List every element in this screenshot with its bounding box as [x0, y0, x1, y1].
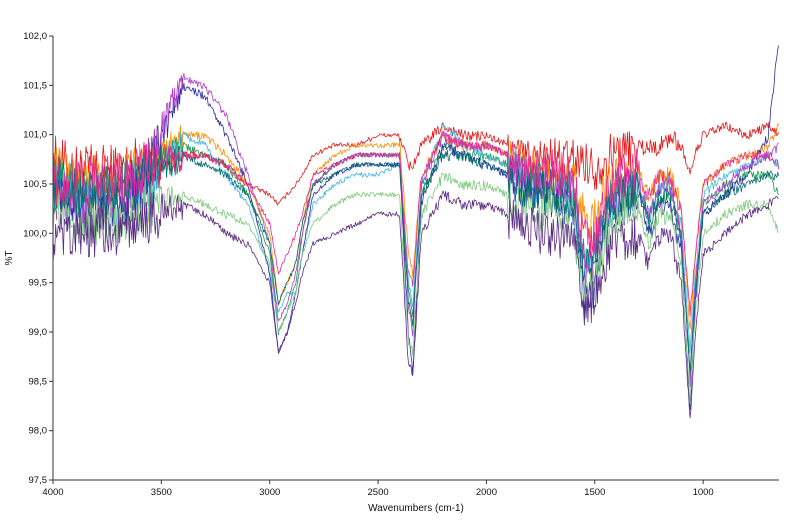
y-tick-label: 97,5 — [29, 475, 48, 486]
x-tick-label: 3000 — [259, 487, 280, 498]
x-tick-label: 3500 — [151, 487, 172, 498]
x-tick-label: 2500 — [368, 487, 389, 498]
x-tick-label: 2000 — [476, 487, 497, 498]
y-tick-label: 100,5 — [23, 179, 47, 190]
y-tick-label: 98,0 — [29, 426, 48, 437]
spectrum-series-line — [52, 132, 779, 317]
y-tick-label: 101,5 — [23, 80, 47, 91]
x-axis-label: Wavenumbers (cm-1) — [368, 503, 464, 514]
spectrum-series-line — [52, 188, 779, 419]
y-tick-label: 100,0 — [23, 228, 47, 239]
spectrum-series-line — [52, 45, 779, 410]
series-layer — [52, 45, 779, 419]
y-axis-label: %T — [4, 251, 15, 266]
y-tick-label: 101,0 — [23, 130, 47, 141]
y-tick-label: 99,5 — [29, 278, 48, 289]
y-tick-label: 98,5 — [29, 376, 48, 387]
y-axis-ticks: 97,5 98,0 98,5 99,0 99,5 100,0 100,5 101,0 101,5… — [23, 31, 53, 486]
x-tick-label: 1000 — [693, 487, 714, 498]
x-tick-label: 1500 — [584, 487, 605, 498]
spectrum-series-line — [52, 72, 779, 388]
x-tick-label: 4000 — [42, 487, 63, 498]
x-axis-ticks: 4000 3500 3000 2500 2000 1500 1000 — [42, 480, 714, 498]
spectrum-series-line — [52, 172, 779, 405]
y-tick-label: 102,0 — [23, 31, 47, 42]
y-tick-label: 99,0 — [29, 327, 48, 338]
